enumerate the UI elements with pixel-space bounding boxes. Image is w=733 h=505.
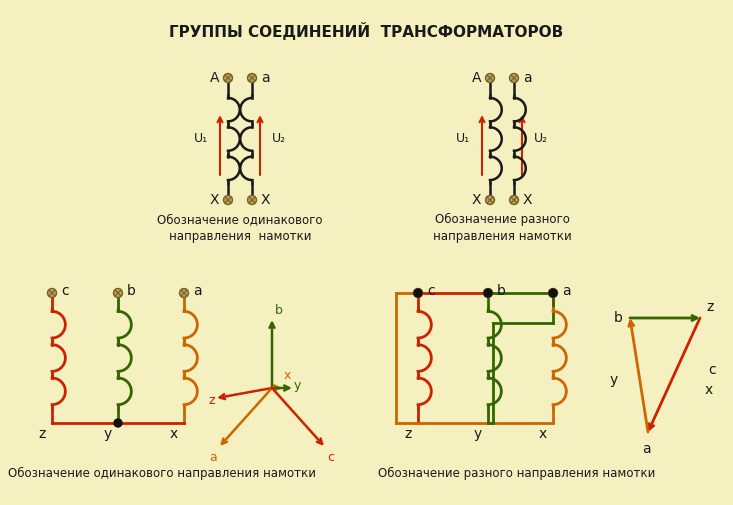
Text: X: X <box>210 193 219 207</box>
Text: a: a <box>261 71 270 85</box>
Text: b: b <box>497 284 506 298</box>
Circle shape <box>114 419 122 427</box>
Circle shape <box>485 195 495 205</box>
Circle shape <box>114 288 122 297</box>
Text: c: c <box>61 284 69 298</box>
Text: U₂: U₂ <box>534 132 548 145</box>
Text: x: x <box>705 383 713 397</box>
Text: y: y <box>474 427 482 441</box>
Text: y: y <box>104 427 112 441</box>
Text: x: x <box>170 427 178 441</box>
Circle shape <box>248 74 257 82</box>
Circle shape <box>224 74 232 82</box>
Text: z: z <box>706 300 713 314</box>
Text: x: x <box>539 427 547 441</box>
Circle shape <box>548 288 558 297</box>
Text: ГРУППЫ СОЕДИНЕНИЙ  ТРАНСФОРМАТОРОВ: ГРУППЫ СОЕДИНЕНИЙ ТРАНСФОРМАТОРОВ <box>169 22 563 40</box>
Circle shape <box>248 195 257 205</box>
Text: c: c <box>708 363 715 377</box>
Text: a: a <box>209 451 217 464</box>
Circle shape <box>509 195 518 205</box>
Circle shape <box>414 289 422 297</box>
Text: A: A <box>210 71 219 85</box>
Circle shape <box>509 74 518 82</box>
Text: A: A <box>471 71 481 85</box>
Circle shape <box>549 289 557 297</box>
Text: a: a <box>641 442 650 456</box>
Text: U₁: U₁ <box>456 132 470 145</box>
Text: b: b <box>275 304 283 317</box>
Text: b: b <box>127 284 136 298</box>
Text: Обозначение разного направления намотки: Обозначение разного направления намотки <box>378 467 655 480</box>
Text: a: a <box>562 284 570 298</box>
Text: a: a <box>523 71 531 85</box>
Text: Обозначение разного
направления намотки: Обозначение разного направления намотки <box>432 213 572 243</box>
Circle shape <box>48 288 56 297</box>
Text: X: X <box>471 193 481 207</box>
Text: X: X <box>523 193 532 207</box>
Circle shape <box>485 74 495 82</box>
Text: b: b <box>614 311 623 325</box>
Text: Обозначение одинакового
направления  намотки: Обозначение одинакового направления намо… <box>158 213 323 243</box>
Text: U₁: U₁ <box>194 132 208 145</box>
Circle shape <box>180 288 188 297</box>
Text: a: a <box>193 284 202 298</box>
Circle shape <box>413 288 422 297</box>
Circle shape <box>224 195 232 205</box>
Circle shape <box>484 289 492 297</box>
Text: U₂: U₂ <box>272 132 286 145</box>
Text: z: z <box>405 427 412 441</box>
Text: y: y <box>294 379 301 391</box>
Text: X: X <box>261 193 270 207</box>
Text: Обозначение одинакового направления намотки: Обозначение одинакового направления намо… <box>8 467 316 480</box>
Circle shape <box>484 288 493 297</box>
Text: z: z <box>208 393 215 407</box>
Text: z: z <box>39 427 46 441</box>
Text: x: x <box>284 369 292 382</box>
Text: c: c <box>427 284 435 298</box>
Text: c: c <box>327 451 334 464</box>
Text: y: y <box>610 373 618 387</box>
